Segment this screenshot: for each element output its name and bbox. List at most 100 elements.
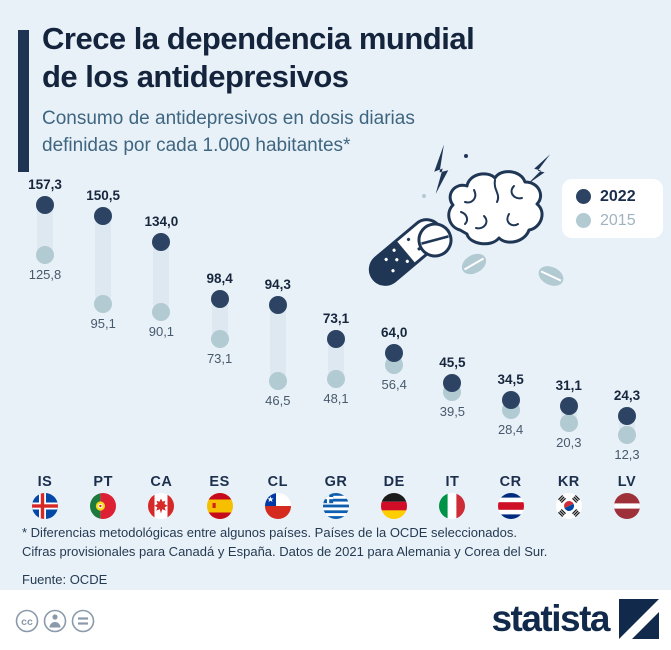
subtitle-line1: Consumo de antidepresivos en dosis diari… <box>42 108 415 129</box>
connector <box>269 305 286 382</box>
footer-bar: cc statista <box>0 590 671 650</box>
dot-2015 <box>327 369 345 388</box>
value-label-2022: 31,1 <box>555 377 582 393</box>
country-code: KR <box>557 474 580 490</box>
value-label-2022: 24,3 <box>613 388 641 404</box>
statista-logo-text[interactable]: statista <box>491 598 610 639</box>
value-label-2015: 125,8 <box>28 267 62 282</box>
value-label-2022: 134,0 <box>144 213 179 229</box>
dot-2022 <box>501 391 520 410</box>
connector <box>153 241 170 312</box>
flag-it-icon <box>439 493 466 519</box>
connector <box>211 298 228 339</box>
value-label-2022: 64,0 <box>381 325 408 341</box>
brain-pills-illustration <box>368 144 564 286</box>
country-code: CL <box>267 474 288 490</box>
brain-icon <box>447 170 544 246</box>
country-code: IT <box>445 474 460 490</box>
dot-2015 <box>94 294 113 313</box>
flag-kr-icon <box>555 493 582 519</box>
title-line2: de los antidepresivos <box>42 58 349 94</box>
footnote-line1: * Diferencias metodológicas entre alguno… <box>22 525 517 540</box>
dot-2022 <box>94 206 113 225</box>
small-tablet-icon <box>538 266 564 286</box>
value-label-2015: 95,1 <box>90 315 116 331</box>
flag-es-icon <box>206 493 233 519</box>
value-label-2022: 98,4 <box>206 270 233 286</box>
country-code: CR <box>499 474 522 490</box>
attribution-icon <box>43 609 67 633</box>
footnotes: * Diferencias metodológicas entre alguno… <box>22 524 547 590</box>
dot-2022 <box>152 232 171 251</box>
dot-2022 <box>618 407 636 426</box>
country-code: LV <box>617 474 637 490</box>
legend-item-2015: 2015 <box>576 212 663 230</box>
legend-dot-2015 <box>576 213 591 228</box>
value-label-2022: 34,5 <box>497 372 524 388</box>
lightning-bolt-icon <box>434 144 551 195</box>
dot-2022 <box>268 296 287 315</box>
value-label-2022: 157,3 <box>28 176 62 192</box>
dot-2015 <box>152 302 171 321</box>
source-label: Fuente: OCDE <box>22 571 108 587</box>
connector <box>95 215 112 304</box>
svg-text:cc: cc <box>21 616 33 628</box>
statista-logo-icon[interactable] <box>619 599 659 639</box>
value-label-2022: 94,3 <box>264 277 291 293</box>
dot-2022 <box>385 344 404 363</box>
statista-brand[interactable]: statista <box>491 599 659 639</box>
footnote-line2: Cifras provisionales para Canadá y Españ… <box>22 543 548 559</box>
value-label-2015: 46,5 <box>265 393 291 409</box>
chart-subtitle: Consumo de antidepresivos en dosis diari… <box>42 106 415 159</box>
flag-pt-icon <box>90 493 117 519</box>
cc-license-icons[interactable]: cc <box>14 607 98 635</box>
dot-2015 <box>268 372 287 391</box>
value-label-2022: 45,5 <box>439 354 466 370</box>
value-label-2022: 150,5 <box>86 187 121 203</box>
flag-lv-icon <box>614 493 640 519</box>
dot-2022 <box>443 373 462 392</box>
legend-dot-2022 <box>576 189 591 204</box>
flag-de-icon <box>381 493 408 519</box>
dot-2015 <box>36 246 54 264</box>
legend-item-2022: 2022 <box>576 188 663 206</box>
value-label-2015: 90,1 <box>148 323 175 339</box>
flag-cr-icon <box>497 493 524 519</box>
value-label-2022: 73,1 <box>322 310 350 326</box>
country-code: PT <box>93 474 113 490</box>
title-line1: Crece la dependencia mundial <box>42 21 475 56</box>
value-label-2015: 12,3 <box>614 447 640 463</box>
dot-2022 <box>559 396 578 415</box>
dot-2022 <box>327 329 345 348</box>
flag-ca-icon <box>148 493 175 519</box>
title-accent-bar <box>18 30 29 172</box>
value-label-2015: 73,1 <box>206 350 233 366</box>
value-label-2015: 20,3 <box>556 434 582 450</box>
equal-icon <box>71 609 95 633</box>
dot-2015 <box>559 413 578 432</box>
small-tablet-icon <box>461 253 487 275</box>
value-label-2015: 28,4 <box>497 421 524 437</box>
country-code: DE <box>383 474 405 490</box>
dot-2022 <box>36 195 54 214</box>
connector <box>37 204 53 255</box>
value-label-2015: 48,1 <box>323 390 349 406</box>
chart-legend: 2022 2015 <box>562 179 663 238</box>
flag-cl-icon <box>264 493 291 519</box>
subtitle-line2: definidas por cada 1.000 habitantes* <box>42 134 351 156</box>
tablet-pill-icon <box>417 222 453 258</box>
flag-is-icon <box>32 493 58 519</box>
legend-label-2022: 2022 <box>600 187 636 205</box>
country-code: ES <box>209 474 230 490</box>
country-code: GR <box>324 474 348 490</box>
flag-gr-icon <box>323 493 349 519</box>
value-label-2015: 39,5 <box>439 404 466 420</box>
cc-icon <box>15 609 39 633</box>
page-title: Crece la dependencia mundial de los anti… <box>42 20 475 96</box>
dot-2015 <box>618 426 636 445</box>
legend-label-2015: 2015 <box>600 211 636 229</box>
connector <box>328 338 344 379</box>
country-code: CA <box>150 474 173 490</box>
